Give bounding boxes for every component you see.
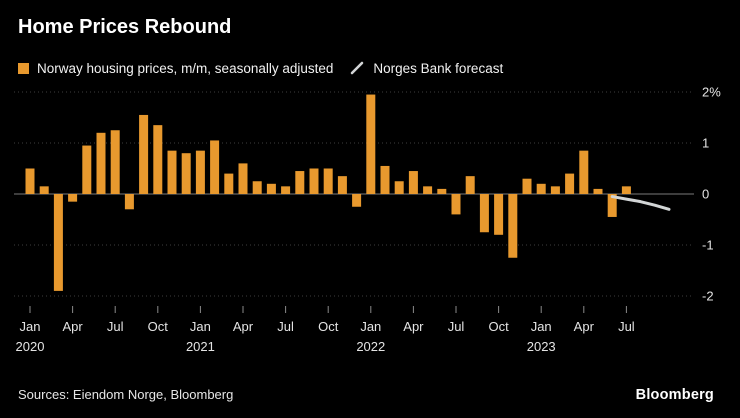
bar: [224, 173, 234, 194]
bloomberg-logo: Bloomberg: [635, 387, 714, 403]
bar: [579, 150, 589, 194]
x-axis-month-label: Apr: [403, 319, 424, 334]
x-axis-month-label: Oct: [318, 319, 339, 334]
forecast-line: [610, 195, 671, 211]
bar: [536, 183, 546, 194]
legend: Norway housing prices, m/m, seasonally a…: [18, 60, 503, 76]
x-axis-year-label: 2021: [186, 339, 215, 354]
x-axis-month-label: Jan: [190, 319, 211, 334]
bar: [210, 140, 220, 194]
x-axis-month-label: Apr: [62, 319, 83, 334]
bar: [53, 194, 63, 291]
chart-title: Home Prices Rebound: [18, 16, 232, 38]
bar: [281, 186, 291, 194]
x-axis-month-label: Jan: [360, 319, 381, 334]
bar: [25, 168, 35, 194]
bar: [110, 130, 120, 194]
bar: [124, 194, 134, 210]
bar: [380, 165, 390, 194]
x-axis-month-label: Jul: [277, 319, 294, 334]
x-axis-month-label: Apr: [574, 319, 595, 334]
bar: [465, 176, 475, 194]
bar: [451, 194, 461, 215]
bar: [195, 150, 205, 194]
bar: [139, 114, 149, 194]
bar: [508, 194, 518, 258]
bar: [266, 183, 276, 194]
bar: [309, 168, 319, 194]
x-axis-year-label: 2020: [16, 339, 45, 354]
bar: [181, 153, 191, 194]
bar: [68, 194, 78, 202]
bar: [295, 171, 305, 194]
x-axis-month-label: Apr: [233, 319, 254, 334]
bar: [153, 125, 163, 194]
bar: [621, 186, 631, 194]
x-axis-month-label: Oct: [148, 319, 169, 334]
bar: [337, 176, 347, 194]
x-axis-year-label: 2023: [527, 339, 556, 354]
x-axis-month-label: Jul: [107, 319, 124, 334]
bar: [423, 186, 433, 194]
x-axis-month-label: Oct: [488, 319, 509, 334]
bar: [167, 150, 177, 194]
forecast-line-icon: [351, 61, 364, 75]
y-axis-label: 1: [702, 136, 709, 151]
x-axis-month-label: Jan: [20, 319, 41, 334]
y-axis-label: 0: [702, 187, 709, 202]
bar: [479, 194, 489, 233]
bar: [238, 163, 248, 194]
bar: [607, 194, 617, 217]
x-axis-month-label: Jul: [618, 319, 635, 334]
bar: [323, 168, 333, 194]
bar: [252, 181, 262, 194]
bar: [593, 188, 603, 194]
x-axis-month-label: Jul: [448, 319, 465, 334]
bar: [82, 145, 92, 194]
bar: [522, 178, 532, 194]
source-note: Sources: Eiendom Norge, Bloomberg: [18, 387, 234, 402]
bar: [39, 186, 49, 194]
y-axis-label: -2: [702, 289, 714, 304]
bar: [565, 173, 575, 194]
bar: [494, 194, 504, 235]
bar: [96, 132, 106, 194]
y-axis-label: 2%: [702, 85, 721, 100]
x-axis-year-label: 2022: [356, 339, 385, 354]
x-axis-month-label: Jan: [531, 319, 552, 334]
bar: [550, 186, 560, 194]
bar: [437, 188, 447, 194]
y-axis-label: -1: [702, 238, 714, 253]
bar: [408, 171, 418, 194]
bar-series-swatch: [18, 62, 29, 74]
forecast-series-label: Norges Bank forecast: [373, 60, 504, 76]
bar: [366, 94, 376, 194]
bar: [394, 181, 404, 194]
bar-series-label: Norway housing prices, m/m, seasonally a…: [37, 60, 334, 76]
bar: [352, 194, 362, 207]
